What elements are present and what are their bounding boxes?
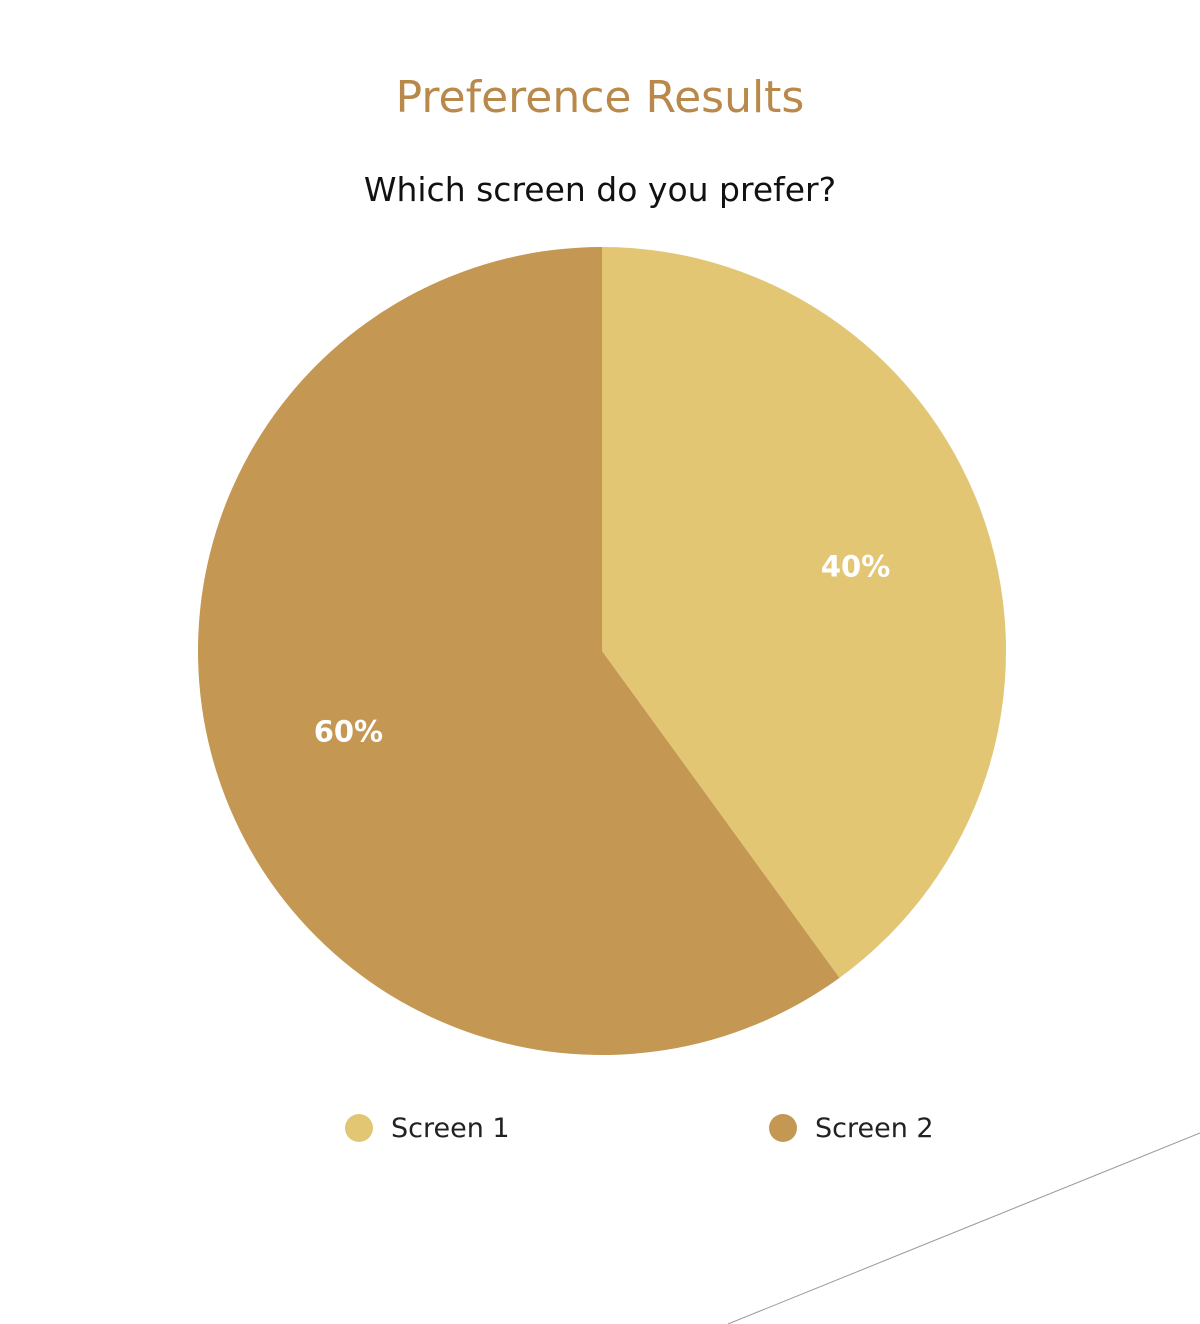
pie-slice-screen-1 <box>602 247 1007 978</box>
chart-title: Which screen do you prefer? <box>363 170 837 209</box>
legend-item-screen-1[interactable]: Screen 1 <box>345 1106 510 1150</box>
legend-swatch-screen-1 <box>345 1114 373 1142</box>
slice-label-screen-1: 40% <box>821 550 890 584</box>
legend-item-screen-2[interactable]: Screen 2 <box>769 1106 934 1150</box>
pie-slice-labels: 40% 60% <box>314 550 891 749</box>
pie-slice-screen-2 <box>198 247 840 1055</box>
legend-label-screen-2: Screen 2 <box>815 1112 934 1144</box>
slice-label-screen-2: 60% <box>314 714 383 748</box>
legend-label-screen-1: Screen 1 <box>391 1112 510 1144</box>
pie-slices <box>198 247 1007 1055</box>
page-title: Preference Results <box>395 72 805 123</box>
legend-swatch-screen-2 <box>769 1114 797 1142</box>
